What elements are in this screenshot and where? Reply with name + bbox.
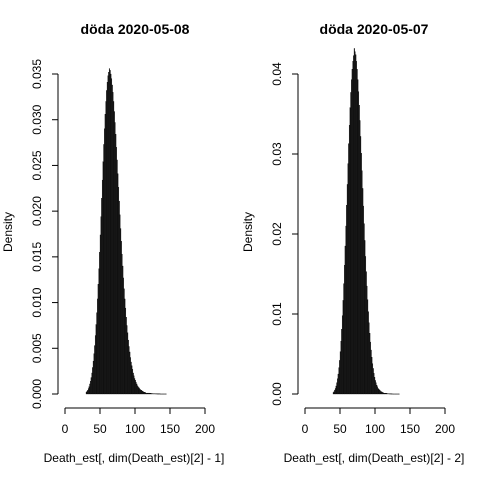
left-x-tick-label: 0 bbox=[62, 422, 69, 436]
left-y-tick-label: 0.035 bbox=[30, 59, 44, 89]
right-bars bbox=[332, 48, 400, 395]
panel-left: döda 2020-05-08 Death_est[, dim(Death_es… bbox=[1, 21, 224, 465]
right-x-tick-label: 150 bbox=[400, 422, 420, 436]
right-y-tick-label: 0.00 bbox=[270, 382, 284, 406]
left-y-tick-label: 0.015 bbox=[30, 242, 44, 272]
left-y-axis-label: Density bbox=[1, 212, 15, 252]
left-x-tick-label: 200 bbox=[195, 422, 215, 436]
left-y-tick-label: 0.010 bbox=[30, 287, 44, 317]
panel-right: döda 2020-05-07 Death_est[, dim(Death_es… bbox=[241, 21, 464, 465]
right-x-axis-label: Death_est[, dim(Death_est)[2] - 2] bbox=[284, 451, 465, 465]
right-y-tick-label: 0.02 bbox=[270, 222, 284, 246]
right-x-tick-label: 50 bbox=[333, 422, 347, 436]
left-x-tick-label: 50 bbox=[93, 422, 107, 436]
left-x-tick-label: 100 bbox=[125, 422, 145, 436]
left-y-tick-label: 0.030 bbox=[30, 104, 44, 134]
right-y-tick-label: 0.03 bbox=[270, 142, 284, 166]
right-axes: 0 50 100 150 200 0.00 0.01 0.02 0.03 0.04 bbox=[270, 62, 455, 436]
left-y-tick-label: 0.025 bbox=[30, 150, 44, 180]
left-x-axis-label: Death_est[, dim(Death_est)[2] - 1] bbox=[44, 451, 225, 465]
right-x-tick-label: 100 bbox=[365, 422, 385, 436]
left-y-tick-label: 0.005 bbox=[30, 333, 44, 363]
right-y-axis-label: Density bbox=[241, 212, 255, 252]
right-y-tick-label: 0.04 bbox=[270, 62, 284, 86]
right-chart-title: döda 2020-05-07 bbox=[320, 21, 429, 37]
left-chart-title: döda 2020-05-08 bbox=[81, 21, 190, 37]
right-y-tick-label: 0.01 bbox=[270, 302, 284, 326]
left-bars bbox=[85, 68, 167, 395]
right-x-tick-label: 0 bbox=[302, 422, 309, 436]
left-y-tick-label: 0.000 bbox=[30, 379, 44, 409]
left-axes: 0 50 100 150 200 0.000 0.005 0.010 0.015 0.020 0.0… bbox=[30, 59, 215, 436]
right-x-tick-label: 200 bbox=[435, 422, 455, 436]
left-y-tick-label: 0.020 bbox=[30, 196, 44, 226]
left-x-tick-label: 150 bbox=[160, 422, 180, 436]
